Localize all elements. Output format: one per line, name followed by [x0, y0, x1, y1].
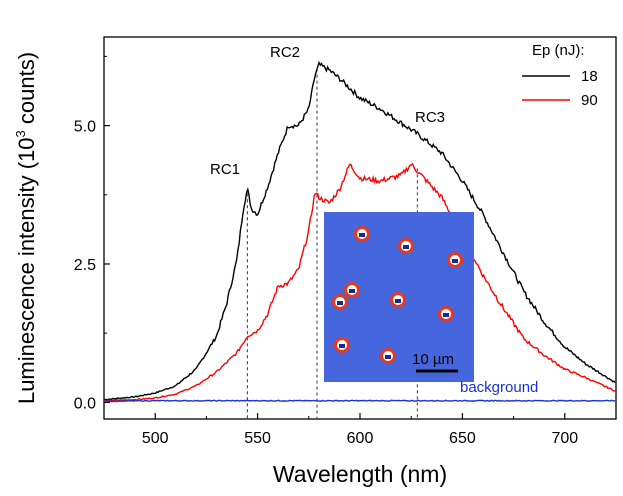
- inset-dot-center: [395, 299, 401, 303]
- inset-dot-center: [385, 355, 391, 359]
- inset-dot-center: [339, 344, 345, 348]
- legend: Ep (nJ): 18 90: [522, 42, 598, 109]
- inset-dots: [332, 226, 463, 364]
- annotation-rc3: RC3: [415, 109, 445, 126]
- inset-dot-center: [359, 233, 365, 237]
- series-line-18: [104, 60, 616, 401]
- x-tick-label: 650: [449, 430, 476, 447]
- inset-dot-center: [443, 313, 449, 317]
- y-axis-title-sup: 3: [13, 130, 28, 137]
- y-axis-title-tail: counts): [14, 52, 39, 130]
- x-tick-label: 700: [551, 430, 578, 447]
- inset-image: 10 µm: [324, 212, 474, 382]
- series-line-background: [104, 399, 616, 403]
- inset-dot-center: [349, 289, 355, 293]
- axes-layer: 500 550 600 650 700 0.0 2.5 5.0: [74, 55, 617, 447]
- y-axis-title-main: Luminescence intensity (10: [14, 137, 39, 404]
- background-label: background: [460, 379, 538, 396]
- series-line-90: [104, 162, 616, 402]
- guides-layer: [246, 68, 418, 419]
- legend-label-18: 18: [581, 68, 598, 85]
- x-axis-title: Wavelength (nm): [273, 461, 447, 487]
- annotation-rc1: RC1: [210, 161, 240, 178]
- x-tick-label: 550: [244, 430, 271, 447]
- inset-dot-center: [337, 301, 343, 305]
- legend-title: Ep (nJ):: [532, 42, 585, 59]
- annotation-rc2: RC2: [270, 44, 300, 61]
- inset-dot-center: [403, 245, 409, 249]
- series-layer: [104, 60, 616, 403]
- x-tick-label: 500: [142, 430, 169, 447]
- y-axis-title: Luminescence intensity (103 counts): [13, 52, 39, 404]
- y-tick-label: 0.0: [74, 395, 96, 412]
- scale-bar-label: 10 µm: [412, 351, 454, 368]
- legend-label-90: 90: [581, 92, 598, 109]
- x-tick-label: 600: [347, 430, 374, 447]
- y-tick-label: 2.5: [74, 257, 96, 274]
- y-tick-label: 5.0: [74, 119, 96, 136]
- inset-dot-center: [452, 259, 458, 263]
